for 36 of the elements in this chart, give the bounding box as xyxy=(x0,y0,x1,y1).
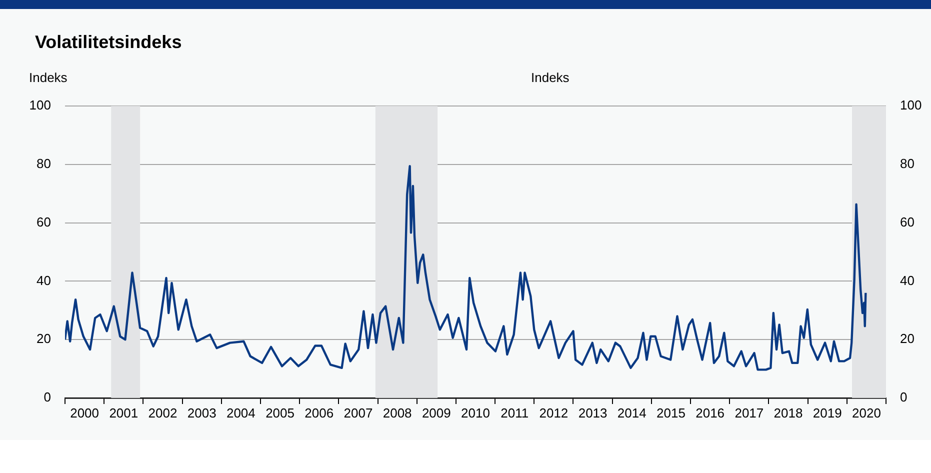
x-tick-label: 2004 xyxy=(226,405,256,420)
y2-axis-title: Indeks xyxy=(531,70,570,85)
x-tick-label: 2013 xyxy=(578,405,608,420)
y2-tick-label: 40 xyxy=(900,272,914,288)
x-tick-label: 2019 xyxy=(812,405,842,420)
x-tick-label: 2000 xyxy=(70,405,100,420)
y-tick-label: 0 xyxy=(44,390,51,405)
x-tick-label: 2001 xyxy=(109,405,138,420)
y2-tick-label: 0 xyxy=(900,390,908,405)
x-tick-label: 2012 xyxy=(539,405,568,420)
x-tick-label: 2017 xyxy=(734,405,764,420)
x-tick-label: 2016 xyxy=(696,405,725,420)
x-tick-label: 2007 xyxy=(344,405,373,420)
x-tick-label: 2003 xyxy=(187,405,216,420)
x-tick-label: 2018 xyxy=(774,405,803,420)
x-tick-label: 2009 xyxy=(422,405,451,420)
x-tick-label: 2005 xyxy=(266,405,294,420)
chart-title: Volatilitetsindeks xyxy=(35,32,182,53)
x-tick-label: 2002 xyxy=(148,405,178,420)
y-tick-label: 100 xyxy=(29,98,51,113)
y-tick-label: 40 xyxy=(36,272,51,288)
y2-tick-label: 100 xyxy=(900,98,922,113)
x-tick-label: 2014 xyxy=(617,405,646,420)
y2-tick-label: 20 xyxy=(900,331,914,346)
x-tick-label: 2008 xyxy=(382,405,412,420)
y2-tick-label: 60 xyxy=(900,214,914,230)
y-axis-title: Indeks xyxy=(29,70,68,85)
x-tick-label: 2015 xyxy=(656,405,686,420)
y2-tick-label: 80 xyxy=(900,156,914,171)
x-tick-label: 2010 xyxy=(461,405,490,420)
x-tick-label: 2006 xyxy=(304,405,334,420)
y-tick-label: 80 xyxy=(36,156,51,171)
x-tick-label: 2011 xyxy=(500,405,529,420)
y-tick-label: 60 xyxy=(36,214,51,230)
y-tick-label: 20 xyxy=(36,331,51,346)
x-tick-label: 2020 xyxy=(852,405,881,420)
